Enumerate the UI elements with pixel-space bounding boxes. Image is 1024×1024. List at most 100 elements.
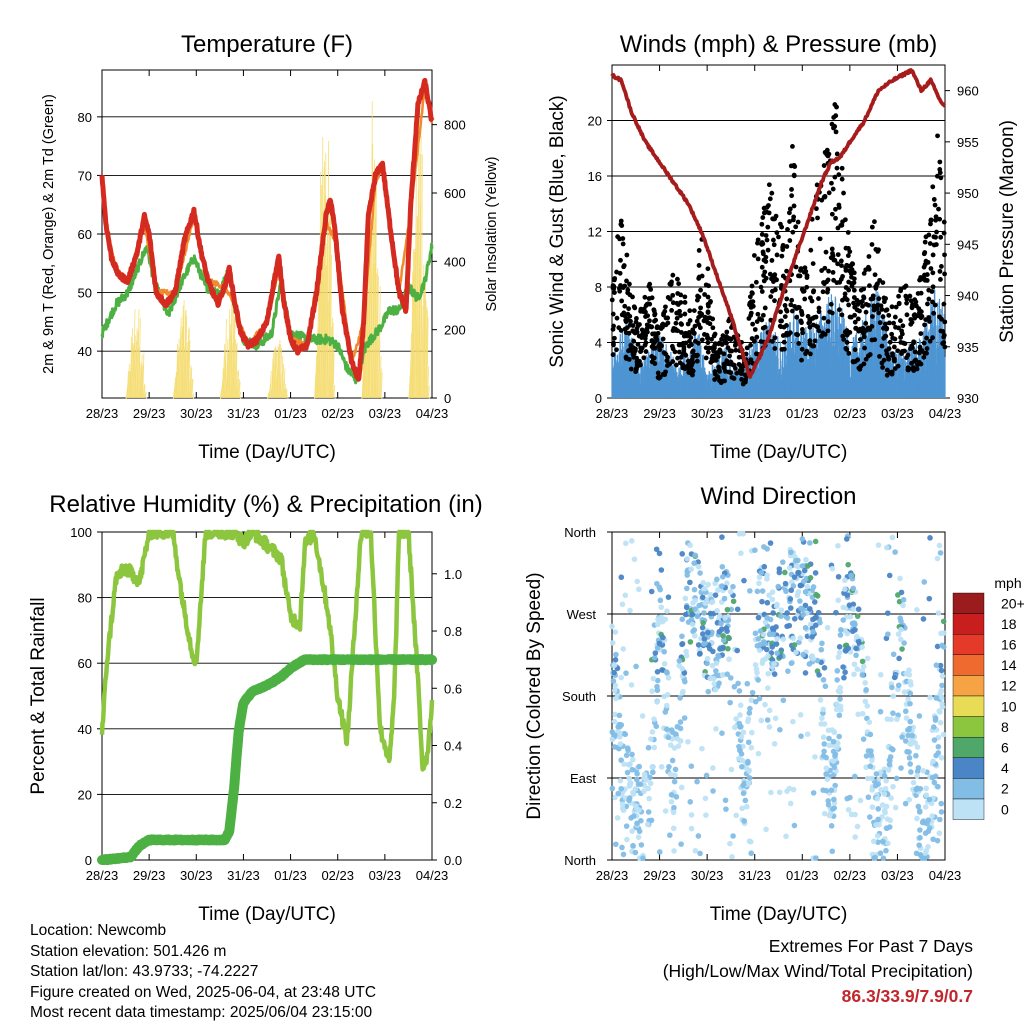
gust-point	[670, 328, 676, 334]
direction-point	[883, 847, 889, 854]
direction-point	[837, 689, 844, 695]
y-right-tick-label: 0.8	[444, 624, 462, 639]
gust-point	[780, 247, 786, 253]
direction-point	[940, 618, 947, 625]
gust-point	[884, 348, 889, 354]
gust-point	[766, 182, 772, 188]
direction-point	[734, 647, 741, 654]
gust-point	[759, 289, 765, 294]
gust-point	[792, 303, 797, 309]
gust-point	[927, 338, 933, 344]
direction-point	[692, 633, 698, 639]
gust-point	[904, 296, 910, 302]
gust-point	[846, 263, 852, 269]
gust-point	[617, 288, 623, 294]
direction-point	[875, 806, 882, 812]
direction-point	[738, 733, 745, 740]
direction-point	[761, 563, 768, 570]
direction-point	[836, 649, 843, 656]
gust-point	[918, 331, 924, 336]
gust-point	[619, 298, 625, 304]
colorbar-label: 2	[1001, 781, 1009, 797]
direction-point	[854, 633, 860, 640]
gust-point	[655, 370, 661, 376]
direction-point	[626, 797, 632, 804]
direction-point	[825, 798, 832, 804]
direction-point	[855, 606, 862, 613]
direction-point	[850, 585, 857, 592]
direction-point	[654, 668, 661, 675]
insolation-spike	[233, 316, 236, 399]
direction-point	[736, 688, 743, 694]
direction-point	[877, 850, 884, 856]
gust-point	[833, 129, 839, 135]
direction-point	[867, 763, 874, 770]
direction-point	[694, 778, 700, 785]
gust-point	[831, 125, 836, 131]
gust-point	[924, 335, 929, 341]
direction-point	[612, 841, 619, 848]
gust-point	[705, 349, 711, 355]
insolation-spike	[409, 332, 412, 399]
y-right-tick-label: 930	[957, 391, 979, 406]
direction-point	[866, 719, 873, 725]
direction-point	[931, 737, 938, 743]
gust-point	[911, 340, 917, 346]
direction-ylabel: Direction (Colored By Speed)	[524, 572, 545, 819]
x-tick-label: 04/23	[929, 406, 962, 421]
direction-point	[860, 736, 867, 742]
x-tick-label: 01/23	[786, 406, 819, 421]
gust-point	[832, 174, 838, 180]
gust-point	[673, 362, 679, 368]
humidity-frame	[101, 531, 433, 861]
gust-point	[937, 159, 943, 165]
gust-point	[890, 351, 895, 357]
direction-point	[701, 636, 708, 642]
direction-point	[860, 663, 867, 670]
direction-point	[646, 795, 652, 802]
y-tick-label: 20	[588, 114, 602, 129]
direction-point	[687, 639, 694, 645]
direction-point	[810, 628, 816, 635]
gust-point	[705, 335, 711, 341]
gust-point	[769, 338, 775, 344]
y-right-tick-label: 0.6	[444, 681, 462, 696]
gust-point	[922, 272, 927, 278]
gust-point	[729, 375, 735, 380]
direction-point	[733, 716, 739, 722]
gust-point	[719, 342, 725, 347]
direction-point	[720, 637, 727, 644]
gust-point	[844, 340, 850, 345]
direction-point	[799, 536, 806, 542]
gust-point	[836, 205, 842, 210]
gust-point	[736, 361, 742, 367]
insolation-spike	[378, 285, 381, 399]
direction-point	[823, 771, 829, 777]
gust-point	[642, 294, 648, 300]
colorbar-swatch	[952, 654, 985, 676]
gust-point	[696, 322, 702, 327]
insolation-spike	[187, 327, 190, 399]
direction-point	[678, 841, 684, 847]
gust-point	[750, 291, 755, 296]
insolation-spike	[237, 369, 240, 399]
direction-point	[788, 587, 795, 594]
gust-point	[886, 320, 892, 326]
insolation-spike	[135, 328, 138, 399]
insolation-spike	[139, 362, 142, 399]
gust-point	[665, 363, 670, 368]
direction-point	[730, 583, 736, 590]
direction-point	[926, 825, 933, 831]
direction-point	[821, 741, 828, 747]
direction-point	[910, 779, 917, 786]
gust-point	[798, 266, 804, 272]
gust-point	[879, 343, 885, 349]
direction-point	[656, 550, 663, 557]
gust-point	[635, 341, 641, 347]
direction-point	[764, 572, 770, 579]
direction-point	[934, 555, 941, 562]
direction-series	[609, 531, 947, 861]
gust-point	[763, 259, 769, 264]
direction-point	[739, 805, 745, 812]
gust-point	[836, 172, 842, 178]
